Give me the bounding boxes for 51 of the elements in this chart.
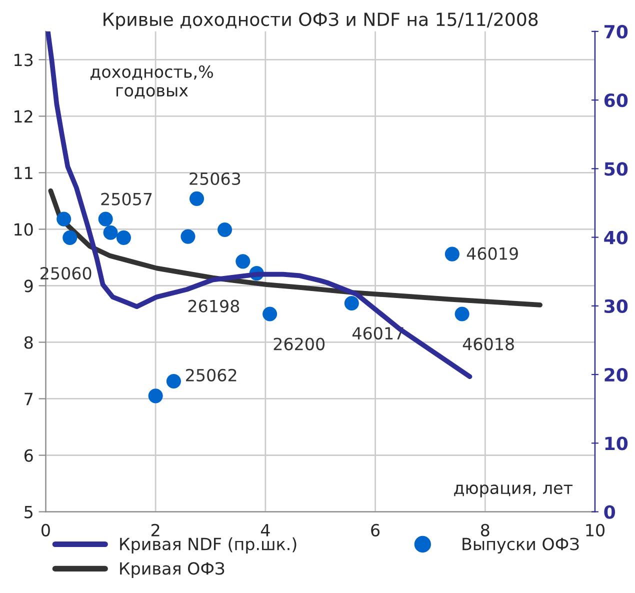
y-tick-label: 5	[24, 506, 32, 518]
annotation: 46018	[462, 338, 514, 350]
y-tick-label: 12	[14, 110, 32, 123]
y2-tick-label: 30	[604, 299, 628, 314]
point	[148, 388, 163, 404]
y2-tick-label: 40	[604, 230, 628, 244]
y-tick-label: 9	[24, 280, 33, 292]
chart-title: Кривые доходности ОФЗ и NDF на 15/11/2008	[104, 12, 538, 30]
annotation: 26198	[188, 300, 240, 312]
point	[189, 191, 204, 206]
y2-tick-label: 20	[604, 368, 628, 382]
x-tick-label: 0	[42, 524, 50, 536]
point	[180, 229, 196, 244]
legend-label: Выпуски ОФЗ	[462, 538, 579, 554]
y-tick-label: 8	[24, 336, 33, 349]
point	[98, 212, 113, 226]
annotation: 25062	[186, 368, 236, 382]
x-tick-label: 4	[260, 524, 270, 536]
annotation: 25057	[101, 192, 152, 206]
point	[262, 306, 278, 322]
x-tick-label: 10	[586, 524, 604, 536]
point	[103, 225, 118, 240]
legend-label: Кривая ОФЗ	[120, 562, 224, 578]
y-tick-label: 6	[24, 449, 33, 462]
y-tick-label: 7	[24, 392, 32, 406]
y2-tick-label: 60	[604, 94, 628, 108]
y-tick-label: 11	[14, 166, 32, 180]
point	[344, 296, 359, 311]
y-tick-label: 13	[14, 54, 33, 66]
y-tick-label: 10	[14, 223, 33, 236]
annotation: 25063	[190, 172, 240, 186]
x-axis-title: дюрация, лет	[454, 484, 573, 498]
point	[454, 306, 470, 322]
x-tick-label: 6	[371, 524, 380, 536]
point	[116, 230, 131, 245]
y2-tick-label: 50	[604, 162, 628, 176]
point	[218, 222, 232, 238]
y2-tick-label: 10	[605, 436, 628, 450]
point	[166, 374, 181, 389]
y-axis-title: доходность,% годовых	[90, 65, 213, 99]
x-tick-label: 2	[151, 524, 160, 536]
x-tick-label: 8	[480, 524, 490, 536]
legend-label: Кривая NDF (пр.шк.)	[120, 537, 296, 554]
y2-tick-label: 0	[604, 505, 616, 519]
y2-tick-label: 70	[604, 24, 628, 39]
point	[236, 254, 250, 269]
annotation: 26200	[274, 338, 325, 350]
point	[444, 246, 460, 262]
point	[62, 230, 78, 245]
annotation: 46019	[466, 247, 518, 260]
point	[56, 212, 72, 226]
